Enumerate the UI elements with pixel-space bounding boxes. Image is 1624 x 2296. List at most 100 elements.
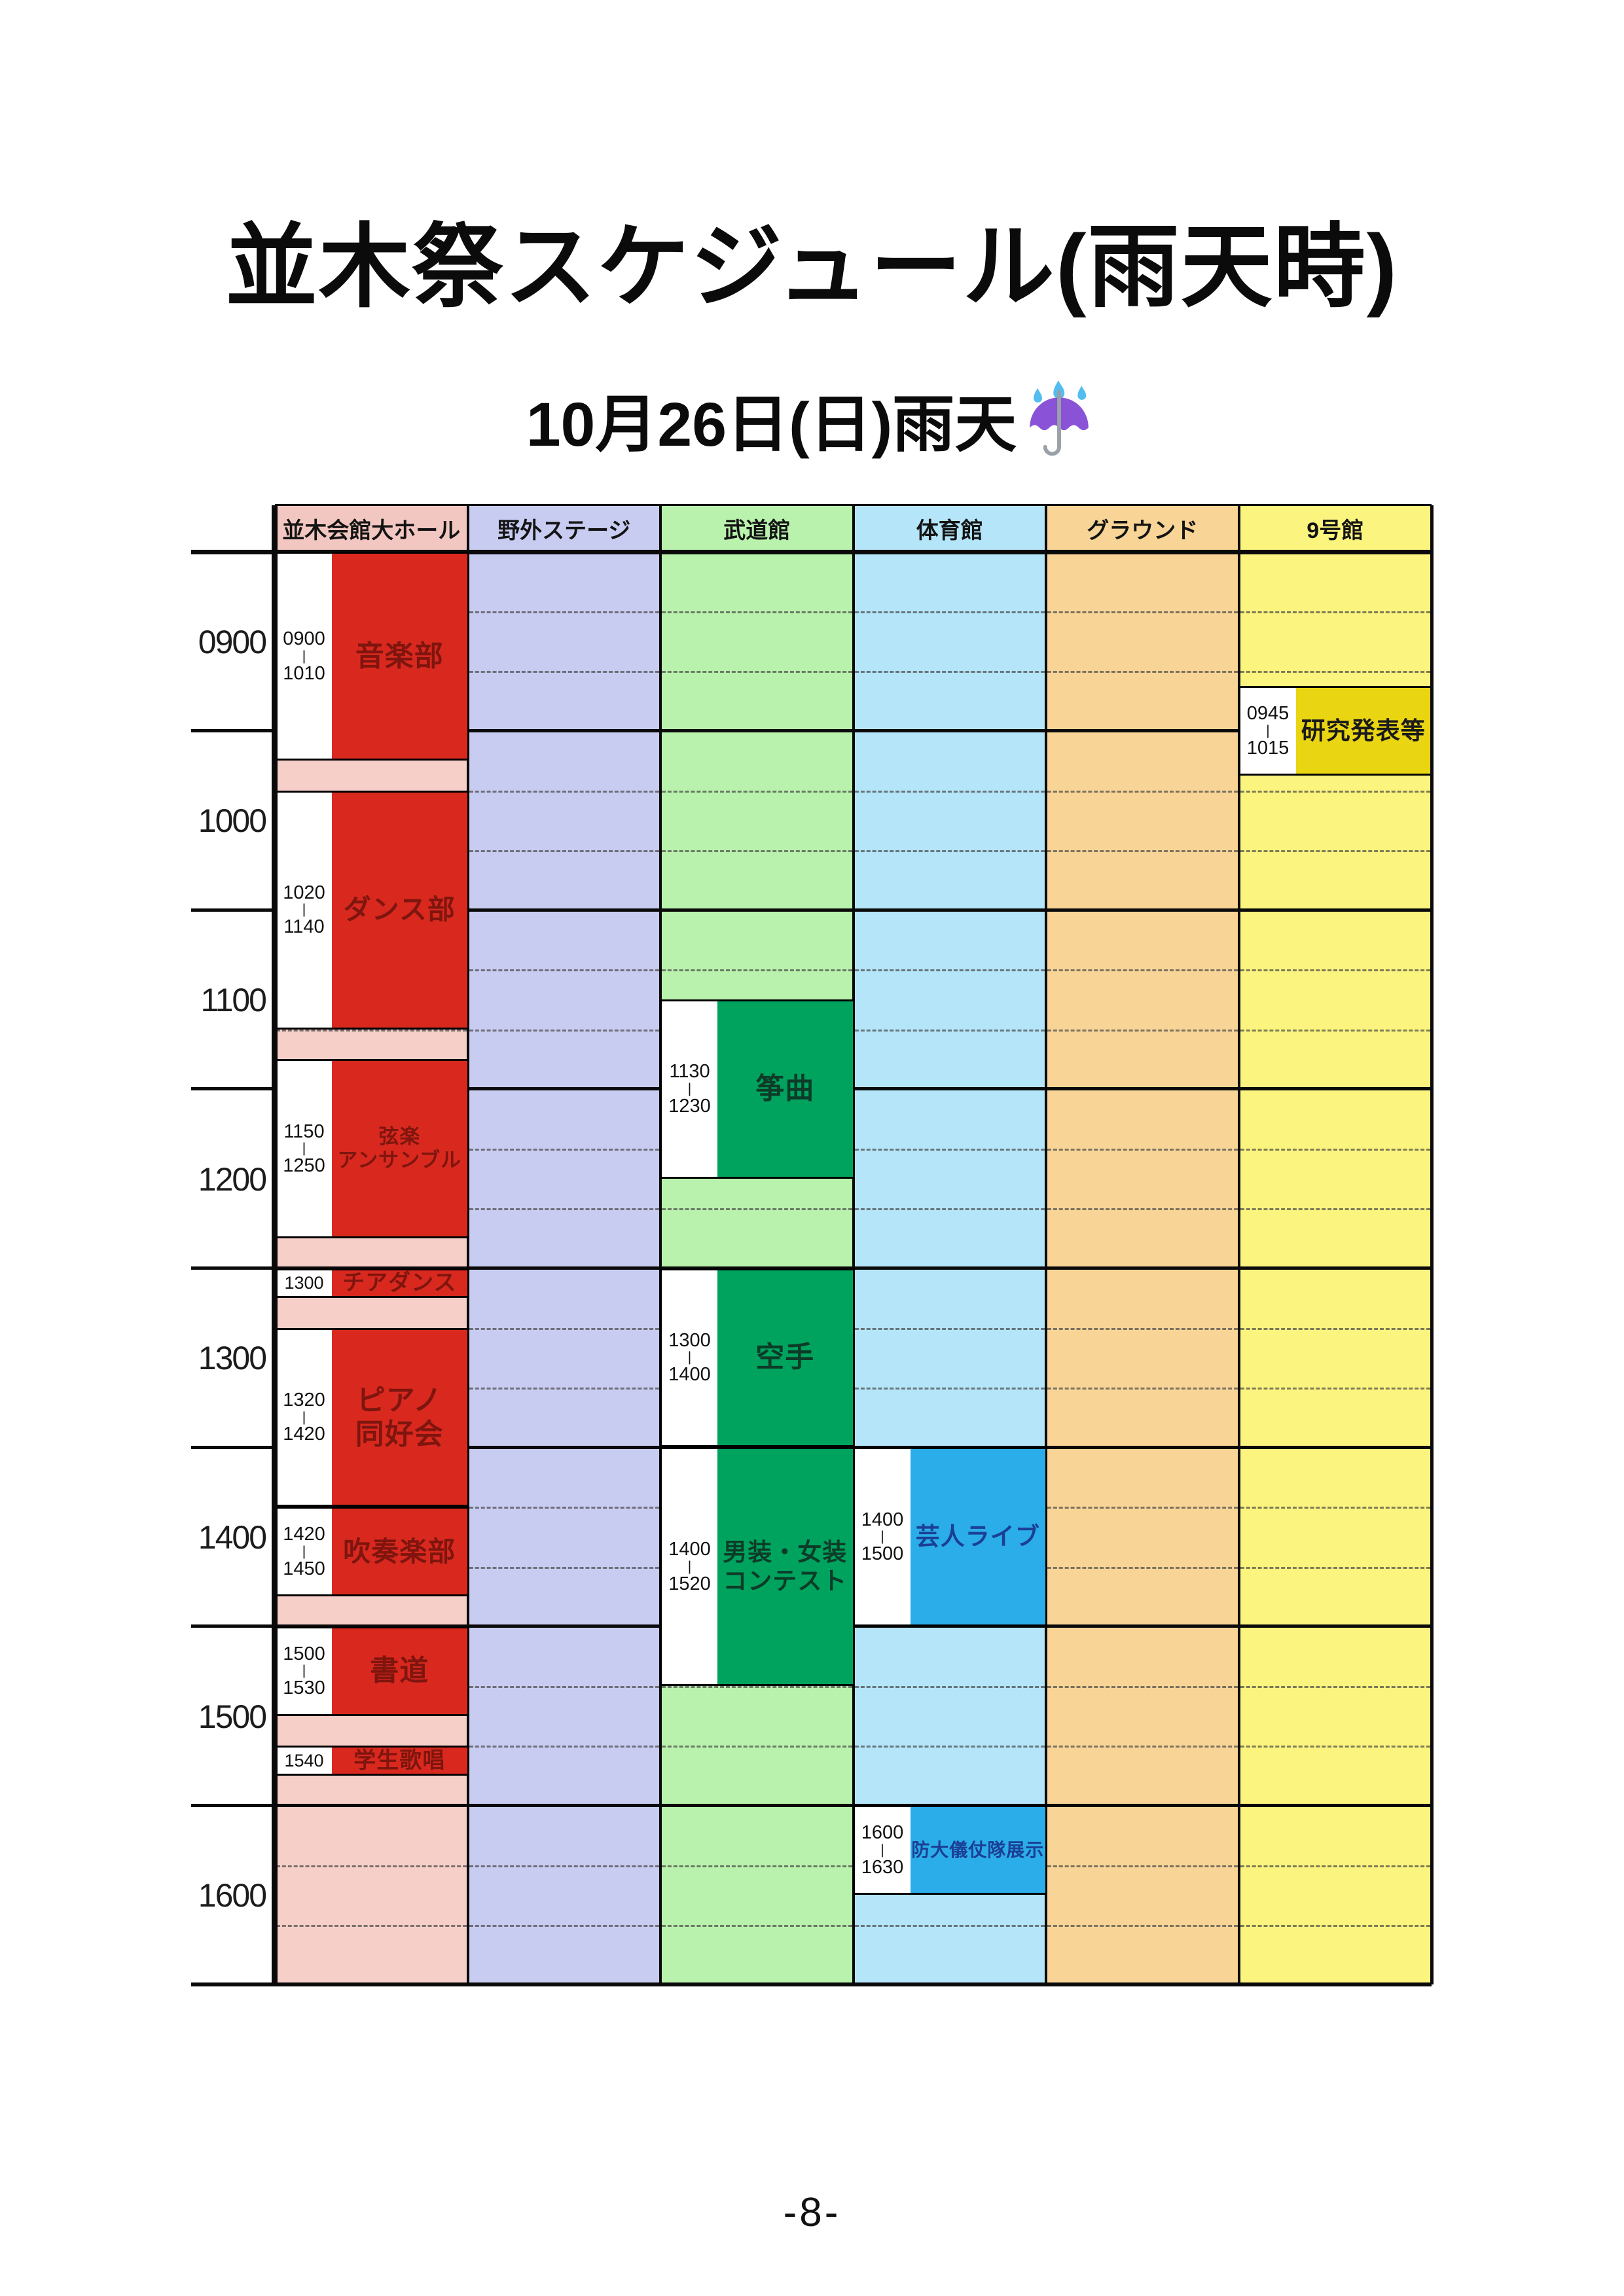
guide-dashed-line: [1240, 1685, 1430, 1688]
guide-dashed-line: [662, 850, 852, 853]
event-name-line: 研究発表等: [1301, 717, 1426, 744]
event-time-value: 1010: [283, 662, 325, 684]
event-time-value: 1520: [668, 1573, 711, 1594]
guide-dashed-line: [1240, 1746, 1430, 1748]
guide-dashed-line: [1047, 790, 1238, 793]
event-name: 男装・女装 コンテスト: [717, 1449, 853, 1684]
event-block: 1540 学生歌唱: [274, 1746, 469, 1776]
guide-dashed-line: [469, 671, 659, 673]
event-time-value: 0945: [1246, 703, 1290, 725]
guide-dashed-line: [1240, 1924, 1430, 1927]
event-time-value: 1420: [283, 1524, 325, 1545]
event-block: 1400 | 1500 芸人ライブ: [852, 1447, 1047, 1626]
page-number: -8-: [783, 2190, 841, 2235]
venue-header-0: 並木会館大ホール: [275, 505, 468, 552]
hour-line-1700: [191, 1982, 1432, 1986]
event-time-value: 1400: [861, 1509, 904, 1530]
guide-dashed-line: [1047, 1149, 1238, 1151]
event-time-value: 1420: [283, 1424, 325, 1445]
event-block: 0945 | 1015 研究発表等: [1238, 686, 1433, 776]
guide-dashed-line: [1240, 611, 1430, 614]
guide-dashed-line: [276, 1865, 467, 1867]
guide-dashed-line: [1047, 671, 1238, 673]
guide-dashed-line: [469, 1507, 659, 1509]
event-name-line: 学生歌唱: [353, 1748, 446, 1773]
event-name-line: ダンス部: [343, 894, 456, 925]
time-axis-label: 1500: [198, 1698, 267, 1735]
guide-dashed-line: [854, 1387, 1045, 1390]
column-separator: [1045, 505, 1047, 1984]
guide-dashed-line: [469, 1149, 659, 1151]
guide-dashed-line: [1240, 1149, 1430, 1151]
event-time-value: 1150: [283, 1121, 325, 1142]
guide-dashed-line: [1047, 1208, 1238, 1211]
event-block: 1400 | 1520 男装・女装 コンテスト: [660, 1447, 855, 1686]
guide-dashed-line: [1240, 1029, 1430, 1031]
guide-dashed-line: [1240, 1327, 1430, 1330]
guide-dashed-line: [854, 1746, 1045, 1748]
event-time-value: 1015: [1246, 737, 1290, 759]
guide-dashed-line: [1240, 671, 1430, 673]
event-block: 0900 | 1010 音楽部: [274, 552, 469, 761]
table-right-border: [1430, 505, 1434, 1984]
guide-dashed-line: [469, 1387, 659, 1390]
event-time-value: 1540: [284, 1750, 324, 1770]
guide-dashed-line: [662, 1865, 852, 1867]
hour-line-1000: [191, 729, 1432, 733]
event-time-value: 1400: [668, 1539, 711, 1560]
guide-dashed-line: [854, 1924, 1045, 1927]
time-axis-label: 0900: [198, 623, 267, 660]
event-time-separator: |: [302, 902, 306, 918]
venue-header-label: 武道館: [723, 518, 791, 543]
event-name: ダンス部: [332, 792, 467, 1028]
table-top-border: [275, 504, 1432, 506]
venue-header-label: 9号館: [1307, 518, 1364, 543]
event-time: 1130 | 1230: [662, 1001, 717, 1177]
event-time-separator: |: [687, 1081, 692, 1096]
event-time: 1400 | 1500: [854, 1449, 911, 1624]
event-name: 芸人ライブ: [910, 1449, 1045, 1624]
guide-dashed-line: [276, 1924, 467, 1927]
column-separator: [466, 505, 469, 1984]
hour-line-1100: [191, 908, 1432, 912]
guide-dashed-line: [1047, 1327, 1238, 1330]
time-axis-label: 1200: [198, 1160, 267, 1198]
event-time-value: 1500: [283, 1643, 325, 1664]
event-time-value: 1400: [668, 1364, 711, 1386]
venue-header-5: 9号館: [1238, 505, 1432, 552]
venue-header-label: 並木会館大ホール: [282, 518, 461, 543]
guide-dashed-line: [469, 1208, 659, 1211]
event-time-value: 1320: [283, 1390, 325, 1411]
event-time-value: 0900: [283, 628, 325, 650]
guide-dashed-line: [469, 1029, 659, 1031]
event-time: 0900 | 1010: [276, 554, 332, 759]
hour-line-900: [191, 549, 1432, 554]
guide-dashed-line: [662, 790, 852, 793]
guide-dashed-line: [1240, 1507, 1430, 1509]
umbrella-rain-emoji-icon: [1020, 379, 1098, 471]
guide-dashed-line: [854, 969, 1045, 972]
event-name: 研究発表等: [1295, 688, 1431, 774]
guide-dashed-line: [1047, 1507, 1238, 1509]
guide-dashed-line: [469, 969, 659, 972]
event-time-separator: |: [880, 1842, 884, 1857]
guide-dashed-line: [469, 611, 659, 614]
guide-dashed-line: [469, 1685, 659, 1688]
guide-dashed-line: [469, 1924, 659, 1927]
page-title: 並木祭スケジュール(雨天時): [225, 215, 1399, 318]
guide-dashed-line: [1047, 1685, 1238, 1688]
time-axis-label: 1600: [198, 1877, 267, 1914]
event-name-line: アンサンブル: [337, 1149, 462, 1172]
event-time-value: 1020: [283, 882, 325, 903]
venue-header-4: グラウンド: [1046, 505, 1239, 552]
guide-dashed-line: [854, 790, 1045, 793]
event-time-separator: |: [302, 1543, 306, 1559]
venue-header-label: 体育館: [916, 518, 983, 543]
guide-dashed-line: [854, 1685, 1045, 1688]
guide-dashed-line: [1240, 790, 1430, 793]
event-name: 防大儀仗隊展示: [910, 1807, 1045, 1893]
guide-dashed-line: [662, 1746, 852, 1748]
guide-dashed-line: [1240, 1865, 1430, 1867]
event-block: 1020 | 1140 ダンス部: [274, 790, 469, 1030]
event-time-value: 1300: [284, 1273, 324, 1293]
